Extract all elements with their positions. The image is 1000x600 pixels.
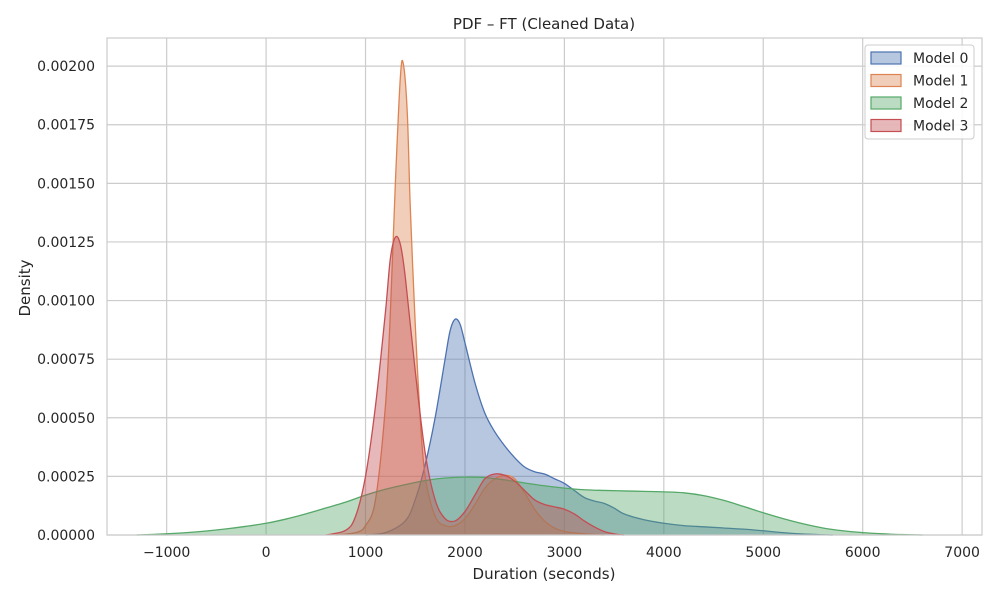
legend-swatch — [870, 96, 902, 110]
x-tick-label: 3000 — [547, 545, 583, 561]
x-tick-label: 4000 — [646, 545, 682, 561]
legend-label: Model 2 — [913, 96, 968, 112]
legend-swatch — [870, 51, 902, 65]
x-tick-label: 1000 — [348, 545, 384, 561]
density-area-model-2 — [136, 477, 923, 535]
y-tick-label: 0.00150 — [37, 176, 95, 192]
legend-box — [864, 44, 975, 140]
y-tick-labels: 0.00000 0.00025 0.00050 0.00075 0.00100 0.001… — [37, 59, 95, 544]
x-tick-label: −1000 — [143, 545, 190, 561]
legend: Model 0 Model 1 Model 2 Model 3 — [864, 44, 975, 140]
y-axis-title: Density — [16, 259, 34, 316]
y-tick-label: 0.00075 — [37, 352, 95, 368]
chart-title: PDF – FT (Cleaned Data) — [453, 15, 635, 33]
x-tick-label: 5000 — [745, 545, 781, 561]
y-tick-label: 0.00125 — [37, 235, 95, 251]
legend-item: Model 3 — [870, 118, 968, 135]
plot-frame — [106, 37, 983, 536]
density-area-model-3 — [325, 236, 625, 535]
density-area-model-1 — [335, 60, 605, 536]
y-tick-label: 0.00100 — [37, 294, 95, 310]
legend-swatch — [870, 118, 902, 133]
x-tick-label: 2000 — [447, 545, 483, 561]
density-line-model-1 — [335, 59, 605, 536]
y-tick-label: 0.00200 — [37, 59, 95, 75]
y-tick-label: 0.00025 — [37, 469, 95, 485]
density-line-model-3 — [325, 235, 625, 536]
series-1 — [335, 59, 605, 536]
y-tick-label: 0.00050 — [37, 411, 95, 427]
legend-label: Model 1 — [913, 74, 968, 90]
legend-label: Model 3 — [913, 119, 968, 135]
legend-swatch — [870, 73, 902, 88]
series-3 — [325, 235, 625, 536]
legend-item: Model 0 — [870, 51, 968, 67]
y-tick-label: 0.00000 — [37, 528, 95, 544]
legend-label: Model 0 — [913, 51, 968, 67]
series-areas — [136, 59, 923, 536]
x-tick-labels: −1000 0 1000 2000 3000 4000 5000 6000 7000 — [143, 545, 980, 561]
x-tick-label: 6000 — [845, 545, 881, 561]
x-tick-label: 0 — [262, 545, 271, 561]
legend-item: Model 1 — [870, 73, 968, 90]
x-axis-title: Duration (seconds) — [473, 565, 616, 583]
x-tick-label: 7000 — [944, 545, 980, 561]
density-line-model-2 — [136, 476, 923, 536]
legend-item: Model 2 — [870, 96, 968, 112]
density-line-model-0 — [365, 318, 833, 536]
series-2 — [136, 476, 923, 536]
y-tick-label: 0.00175 — [37, 118, 95, 134]
